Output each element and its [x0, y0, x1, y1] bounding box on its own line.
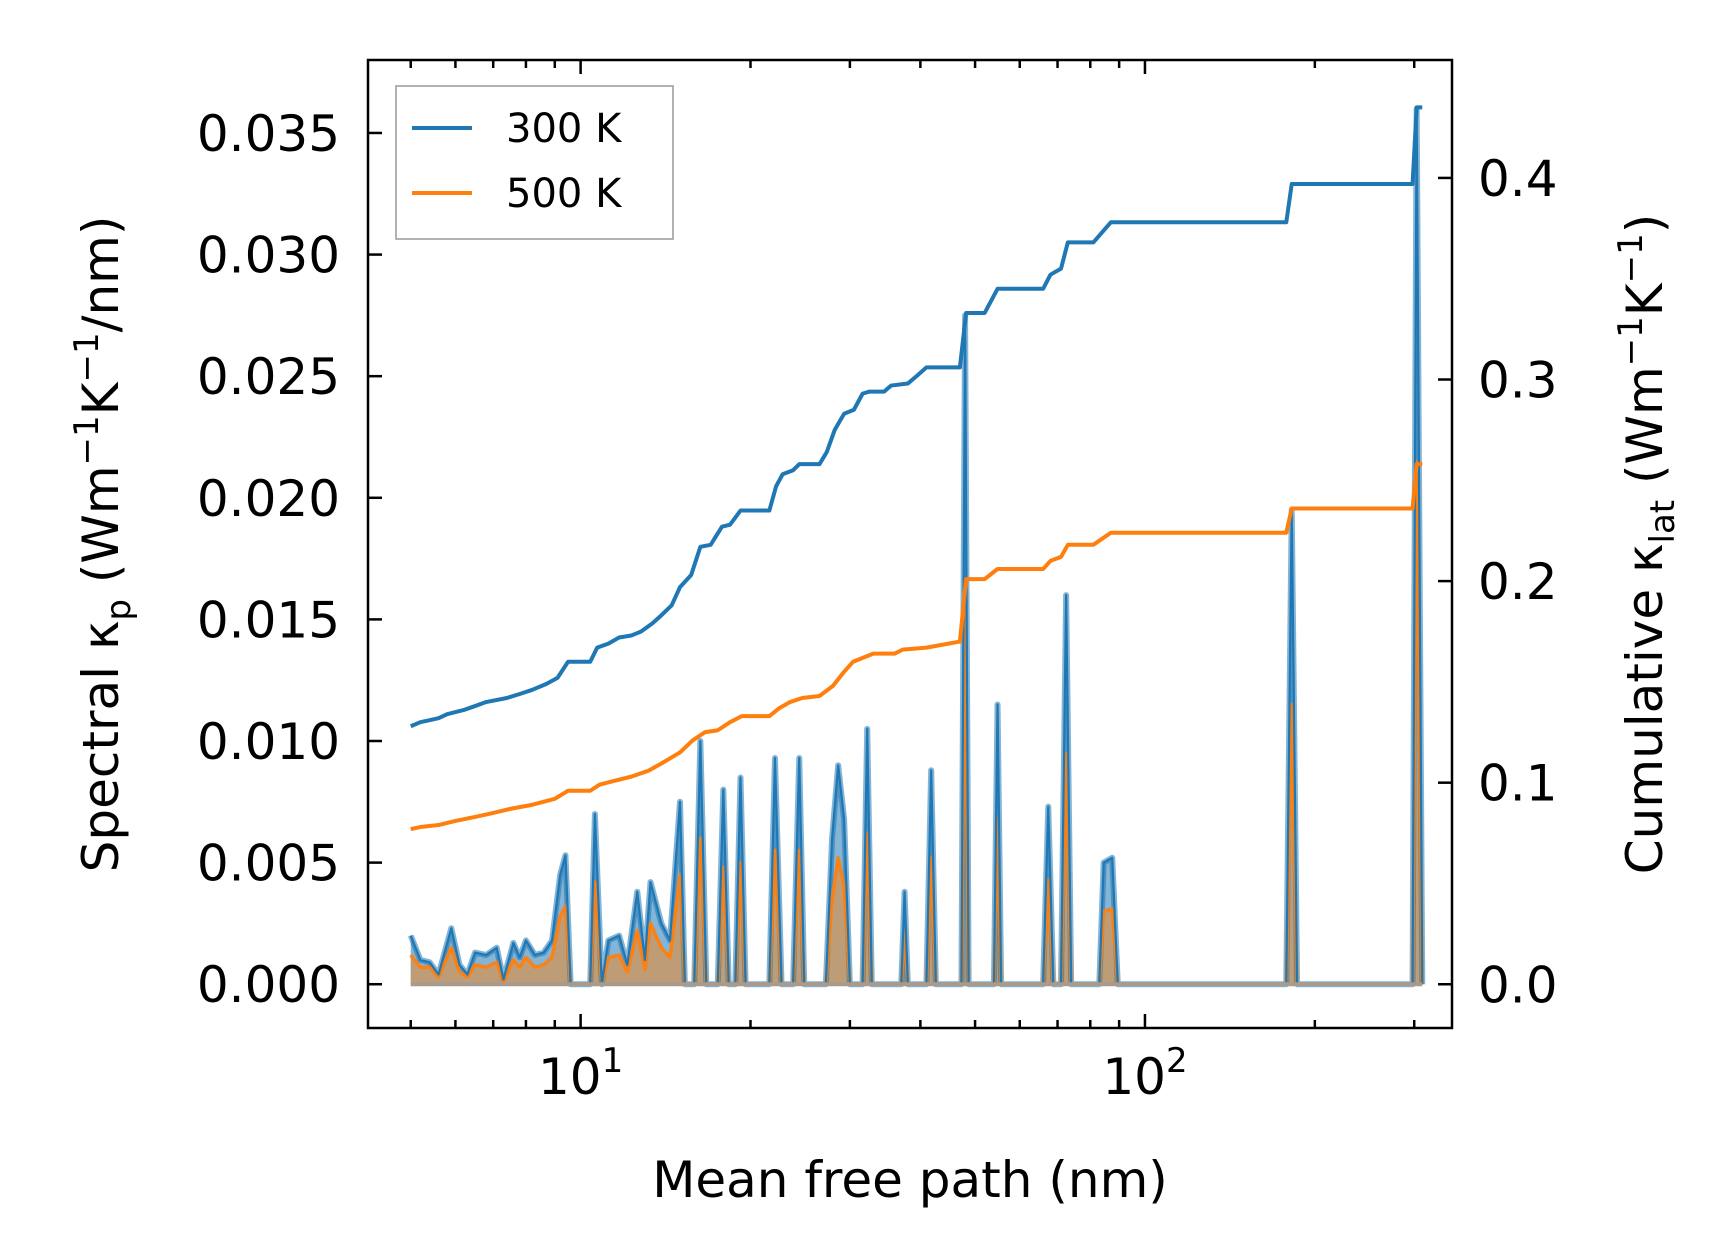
tick-layer	[368, 60, 1452, 1028]
y-left-sub: p	[99, 599, 139, 621]
legend: 300 K 500 K	[395, 85, 674, 240]
y-left-sup2: −1	[67, 332, 107, 382]
y-left-unit-close: /nm)	[72, 216, 130, 333]
spectral-area-300k	[410, 108, 1423, 985]
y-left-tick-label: 0.000	[197, 956, 340, 1014]
y-left-tick-label: 0.025	[197, 348, 340, 406]
y-left-tick-label: 0.005	[197, 835, 340, 893]
tick-label-layer: 101 1020.0000.0050.0100.0150.0200.0250.03…	[197, 105, 1558, 1106]
y-left-unit-open: (Wm	[72, 465, 130, 599]
y-left-tick-label: 0.015	[197, 591, 340, 649]
y-right-sub: lat	[1643, 500, 1683, 544]
y-right-sup2: −1	[1611, 233, 1651, 283]
y-right-main: Cumulative κ	[1616, 543, 1674, 874]
y-left-main: Spectral κ	[72, 621, 130, 873]
y-right-mid: K	[1616, 282, 1674, 316]
spectral-line-300k	[407, 105, 1426, 988]
x-tick-label: 101	[538, 1041, 623, 1106]
y-right-tick-label: 0.1	[1478, 755, 1558, 813]
y-right-tick-label: 0.0	[1478, 956, 1558, 1014]
plot-frame	[366, 58, 1454, 1030]
y-right-tick-label: 0.4	[1478, 150, 1558, 208]
y-right-unit-close: )	[1616, 214, 1674, 234]
y-left-tick-label: 0.010	[197, 713, 340, 771]
spectral-area-layer	[410, 108, 1423, 985]
y-left-tick-label: 0.035	[197, 105, 340, 163]
spectral-outline-300k	[409, 107, 1424, 986]
y-right-sup1: −1	[1611, 316, 1651, 366]
y-left-tick-label: 0.020	[197, 470, 340, 528]
legend-label-500k: 500 K	[506, 171, 623, 217]
y-left-tick-label: 0.030	[197, 227, 340, 285]
y-right-unit-open: (Wm	[1616, 366, 1674, 500]
cumulative-line-layer	[409, 105, 1423, 831]
cumulative-line-300k	[409, 105, 1423, 729]
y-axis-right-label: Cumulative κlat (Wm−1K−1)	[1611, 214, 1683, 874]
y-right-tick-label: 0.2	[1478, 553, 1558, 611]
cumulative-line-500k	[410, 462, 1423, 831]
y-left-sup1: −1	[67, 415, 107, 465]
x-tick-label: 102	[1102, 1041, 1187, 1106]
x-axis-label: Mean free path (nm)	[652, 1151, 1168, 1209]
y-left-mid: K	[72, 381, 130, 415]
legend-box	[395, 85, 674, 240]
y-axis-left-label: Spectral κp (Wm−1K−1/nm)	[67, 216, 139, 873]
spectral-line-layer	[407, 105, 1426, 988]
legend-label-300k: 300 K	[506, 106, 623, 152]
y-right-tick-label: 0.3	[1478, 352, 1558, 410]
